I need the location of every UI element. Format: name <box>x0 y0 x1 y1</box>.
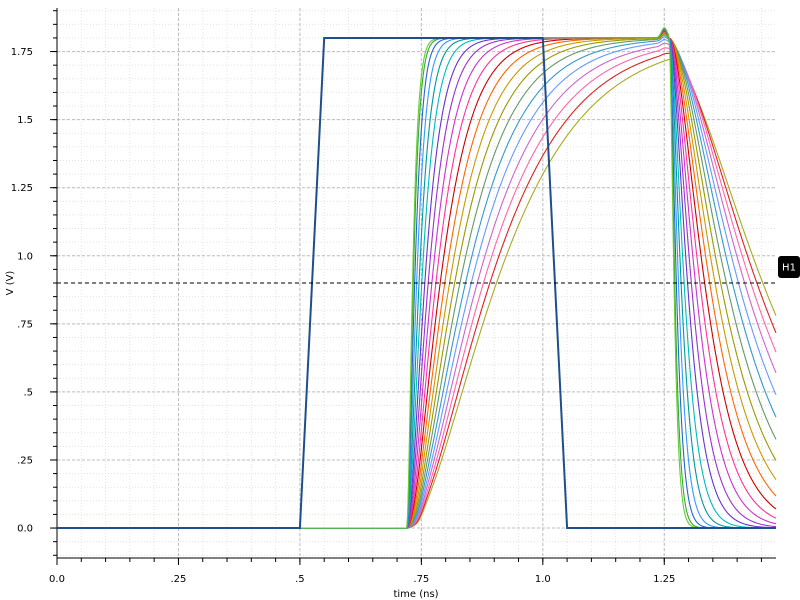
x-tick-label: 1.0 <box>535 574 551 585</box>
y-tick-label: 1.25 <box>11 183 33 194</box>
input-pulse-line <box>57 36 776 530</box>
y-tick-label: 1.75 <box>11 47 33 58</box>
marker-h1-label: H1 <box>782 263 796 274</box>
y-tick-label: 1.0 <box>17 251 33 262</box>
x-tick-label: .5 <box>295 574 305 585</box>
y-tick-label: 0.0 <box>17 524 33 535</box>
marker-h1-tag[interactable] <box>778 256 800 278</box>
x-tick-label: 0.0 <box>49 574 65 585</box>
y-tick-label: .75 <box>17 319 33 330</box>
x-tick-label: 1.25 <box>653 574 675 585</box>
x-tick-label: .25 <box>170 574 186 585</box>
y-axis-title: V (V) <box>5 271 16 296</box>
y-tick-label: .25 <box>17 455 33 466</box>
y-tick-label: .5 <box>23 387 33 398</box>
x-tick-label: .75 <box>413 574 429 585</box>
x-axis-title: time (ns) <box>393 589 438 600</box>
horizontal-marker[interactable]: H1 <box>57 256 800 284</box>
waveform-series <box>57 27 777 530</box>
y-tick-label: 1.5 <box>17 115 33 126</box>
